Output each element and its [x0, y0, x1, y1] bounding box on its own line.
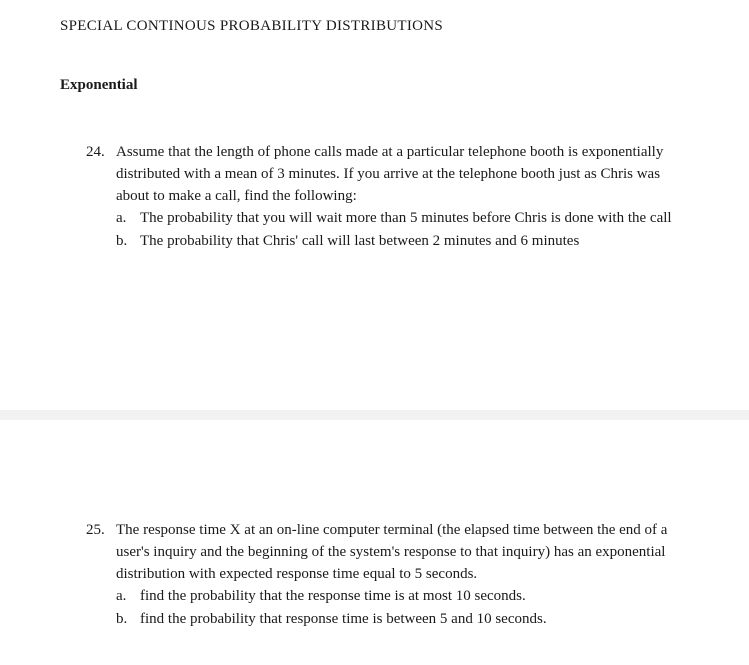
problem-24-a-text: The probability that you will wait more … [140, 208, 689, 230]
problem-24-number: 24. [86, 142, 116, 207]
document-title: SPECIAL CONTINOUS PROBABILITY DISTRIBUTI… [60, 18, 689, 35]
problem-24-a-letter: a. [116, 208, 140, 230]
problem-25-b-letter: b. [116, 609, 140, 631]
section-heading: Exponential [60, 77, 689, 94]
problem-24-item-a: a. The probability that you will wait mo… [116, 208, 689, 230]
problem-24-row: 24. Assume that the length of phone call… [86, 142, 689, 207]
problem-25-text: The response time X at an on-line comput… [116, 520, 689, 585]
problem-25-number: 25. [86, 520, 116, 585]
page-1: SPECIAL CONTINOUS PROBABILITY DISTRIBUTI… [0, 0, 749, 253]
problem-25-item-b: b. find the probability that response ti… [116, 609, 689, 631]
problem-24-b-letter: b. [116, 231, 140, 253]
problem-25-item-a: a. find the probability that the respons… [116, 586, 689, 608]
problem-24-b-text: The probability that Chris' call will la… [140, 231, 689, 253]
problem-24-item-b: b. The probability that Chris' call will… [116, 231, 689, 253]
problem-24-text: Assume that the length of phone calls ma… [116, 142, 689, 207]
problem-24: 24. Assume that the length of phone call… [86, 142, 689, 253]
problem-25: 25. The response time X at an on-line co… [86, 520, 689, 631]
page-divider [0, 410, 749, 420]
problem-25-row: 25. The response time X at an on-line co… [86, 520, 689, 585]
problem-25-a-letter: a. [116, 586, 140, 608]
page-2: 25. The response time X at an on-line co… [0, 520, 749, 631]
problem-25-b-text: find the probability that response time … [140, 609, 689, 631]
problem-25-a-text: find the probability that the response t… [140, 586, 689, 608]
